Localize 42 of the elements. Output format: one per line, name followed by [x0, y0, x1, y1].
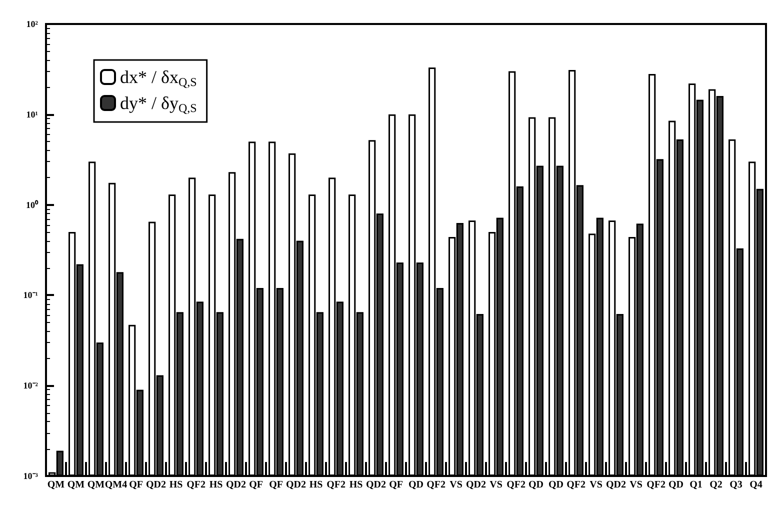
- x-tick-label: QF2: [506, 480, 526, 490]
- y-tick-label: 10⁰: [26, 200, 39, 210]
- x-tick-label: QD2: [606, 480, 626, 490]
- x-tick-label: HS: [169, 480, 184, 490]
- x-tick-label: VS: [490, 480, 503, 490]
- x-tick-label: QM: [67, 480, 86, 490]
- x-tick-label: Q4: [750, 480, 762, 490]
- x-tick-label: QF2: [646, 480, 666, 490]
- x-tick-label: QF2: [426, 480, 446, 490]
- x-tick-label: QF2: [326, 480, 346, 490]
- x-tick-label: QM: [87, 480, 106, 490]
- x-tick-label: QD2: [366, 480, 386, 490]
- x-tick-label: QD: [668, 480, 684, 490]
- x-tick-label: QF: [129, 480, 143, 490]
- x-tick-label: HS: [309, 480, 324, 490]
- y-tick-label: 10⁻¹: [23, 290, 38, 300]
- x-tick-label: VS: [450, 480, 463, 490]
- x-tick-label: QM: [47, 480, 66, 490]
- x-tick-label: QF: [269, 480, 283, 490]
- y-tick-label: 10⁻²: [23, 380, 38, 391]
- x-tick-label: VS: [590, 480, 603, 490]
- x-tick-label: VS: [630, 480, 643, 490]
- x-tick-label: HS: [209, 480, 224, 490]
- x-tick-label: Q1: [690, 480, 702, 490]
- x-tick-label: QD: [548, 480, 564, 490]
- x-tick-label: Q2: [710, 480, 722, 490]
- x-tick-label: QD: [408, 480, 424, 490]
- x-tick-label: QD: [528, 480, 544, 490]
- x-tick-label: QD2: [466, 480, 486, 490]
- x-tick-label: QD2: [286, 480, 306, 490]
- x-tick-label: QD2: [226, 480, 246, 490]
- x-tick-label: QF: [249, 480, 263, 490]
- x-tick-label: Q3: [730, 480, 742, 490]
- x-tick-label: QD2: [146, 480, 166, 490]
- y-tick-label: 10¹: [26, 109, 38, 120]
- x-tick-label: QF: [389, 480, 403, 490]
- y-tick-label: 10²: [26, 19, 38, 29]
- y-tick-label: 10⁻³: [23, 471, 38, 481]
- x-tick-label: QM4: [104, 480, 128, 490]
- x-tick-label: HS: [349, 480, 364, 490]
- x-tick-label: QF2: [566, 480, 586, 490]
- x-tick-label: QF2: [186, 480, 206, 490]
